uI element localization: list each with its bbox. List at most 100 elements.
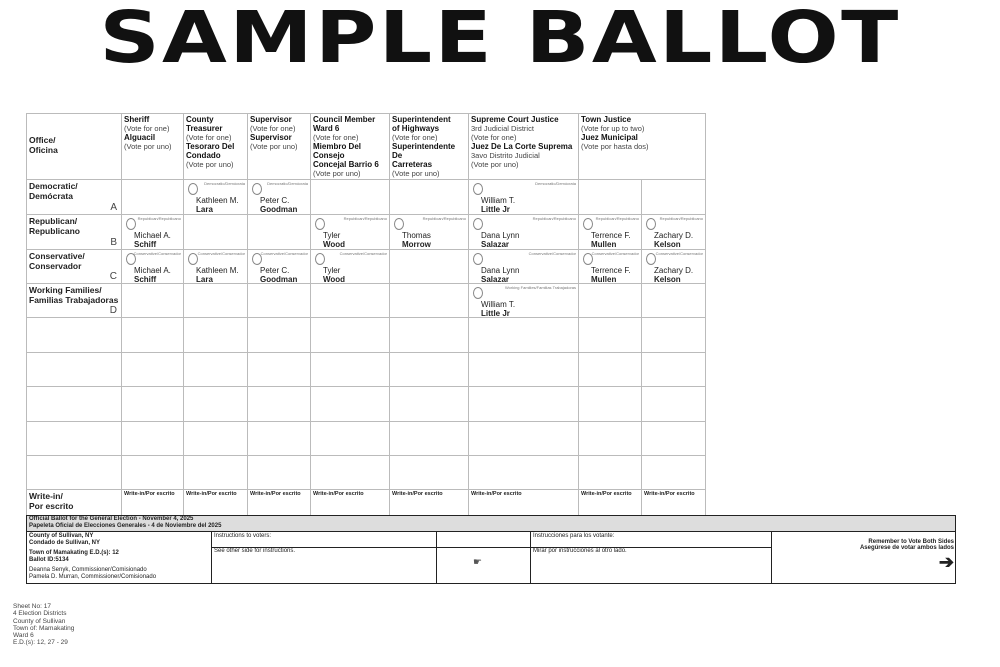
sheet-info-line: Town of: Mamakating xyxy=(13,624,75,632)
empty-cell xyxy=(183,352,248,387)
empty-cell xyxy=(389,421,469,456)
candidate-first-name: Michael A. xyxy=(134,266,171,275)
office-line: Juez De La Corte Suprema xyxy=(471,142,573,151)
vote-oval[interactable] xyxy=(646,218,656,230)
candidate-cell[interactable]: Conservative/Conservador Kathleen M. Lara xyxy=(183,249,248,284)
vote-oval[interactable] xyxy=(394,218,404,230)
candidate-last-name: Schiff xyxy=(134,240,157,249)
candidate-cell[interactable]: Republican/Republicano Zachary D. Kelson xyxy=(641,214,706,250)
empty-cell xyxy=(121,421,184,456)
commissioner-1: Deanna Senyk, Commissioner/Comisionado xyxy=(29,567,147,573)
office-line: Juez Municipal xyxy=(581,133,638,142)
vote-oval[interactable] xyxy=(126,218,136,230)
row-letter: B xyxy=(110,237,117,248)
candidate-first-name: Terrence F. xyxy=(591,231,631,240)
empty-cell xyxy=(578,386,642,422)
empty-cell xyxy=(183,214,248,250)
vote-oval[interactable] xyxy=(583,218,593,230)
empty-cell xyxy=(578,283,642,318)
vote-oval[interactable] xyxy=(252,253,262,265)
candidate-cell[interactable]: Conservative/Conservador Tyler Wood xyxy=(310,249,390,284)
candidate-first-name: William T. xyxy=(481,300,516,309)
write-in-label: Write-in/Por escrito xyxy=(581,491,632,497)
candidate-first-name: Zachary D. xyxy=(654,266,694,275)
vote-oval[interactable] xyxy=(126,253,136,265)
candidate-first-name: Peter C. xyxy=(260,196,290,205)
candidate-last-name: Little Jr xyxy=(481,309,510,318)
candidate-first-name: Dana Lynn xyxy=(481,266,520,275)
title-es: Papeleta Oficial de Elecciones Generales… xyxy=(29,523,222,529)
empty-cell xyxy=(468,317,579,353)
candidate-cell[interactable]: Republican/Republicano Thomas Morrow xyxy=(389,214,469,250)
vote-oval[interactable] xyxy=(252,183,262,195)
candidate-cell[interactable]: Republican/Republicano Michael A. Schiff xyxy=(121,214,184,250)
candidate-cell[interactable]: Working Families/Familias Trabajadoras Wi… xyxy=(468,283,579,318)
party-line-label: Republican/Republicano xyxy=(137,216,181,221)
office-line: County Treasurer xyxy=(186,115,223,133)
candidate-cell[interactable]: Conservative/Conservador Michael A. Schiff xyxy=(121,249,184,284)
vote-oval[interactable] xyxy=(646,253,656,265)
party-line-label: Working Families/Familias Trabajadoras xyxy=(504,285,576,290)
empty-cell xyxy=(468,352,579,387)
empty-cell xyxy=(121,386,184,422)
empty-cell xyxy=(468,421,579,456)
write-in-label: Write-in/Por escrito xyxy=(313,491,364,497)
empty-cell xyxy=(310,386,390,422)
office-header: Office/ Oficina xyxy=(26,113,122,180)
candidate-cell[interactable]: Conservative/Conservador Terrence F. Mulle… xyxy=(578,249,642,284)
candidate-cell[interactable]: Conservative/Conservador Peter C. Goodman xyxy=(247,249,311,284)
empty-cell xyxy=(183,455,248,490)
office-header-cell: Supreme Court Justice 3rd Judicial Distri… xyxy=(468,113,579,180)
candidate-cell[interactable]: Republican/Republicano Dana Lynn Salazar xyxy=(468,214,579,250)
vote-oval[interactable] xyxy=(188,183,198,195)
candidate-cell[interactable]: Democratic/Demócrata William T. Little Jr xyxy=(468,179,579,215)
vote-oval[interactable] xyxy=(315,253,325,265)
office-line: (Vote for one) xyxy=(313,133,359,142)
candidate-last-name: Kelson xyxy=(654,240,681,249)
candidate-last-name: Mullen xyxy=(591,275,617,284)
vote-oval[interactable] xyxy=(473,287,483,299)
empty-cell xyxy=(468,455,579,490)
write-in-label: Write-in/Por escrito xyxy=(250,491,301,497)
vote-oval[interactable] xyxy=(583,253,593,265)
empty-cell xyxy=(389,352,469,387)
instructions-es-body: Mirar por instrucciones al otro lado. xyxy=(533,548,627,554)
sheet-info-line: Ward 6 xyxy=(13,632,34,640)
party-line-label: Conservative/Conservador xyxy=(260,251,308,256)
write-in-label: Write-in/Por escrito xyxy=(186,491,237,497)
candidate-cell[interactable]: Democratic/Demócrata Peter C. Goodman xyxy=(247,179,311,215)
party-cell: Democratic/ Demócrata A xyxy=(26,179,122,215)
empty-cell xyxy=(310,317,390,353)
empty-cell xyxy=(389,455,469,490)
office-header-cell: County Treasurer (Vote for one) Tesoraro D… xyxy=(183,113,248,180)
candidate-cell[interactable]: Conservative/Conservador Dana Lynn Salazar xyxy=(468,249,579,284)
empty-cell xyxy=(310,352,390,387)
party-row: Republican/ Republicano B Republican/Repub… xyxy=(26,214,706,250)
candidate-cell[interactable]: Republican/Republicano Terrence F. Mullen xyxy=(578,214,642,250)
empty-cell xyxy=(578,455,642,490)
vote-oval[interactable] xyxy=(473,218,483,230)
empty-cell xyxy=(641,421,706,456)
candidate-cell[interactable]: Republican/Republicano Tyler Wood xyxy=(310,214,390,250)
vote-oval[interactable] xyxy=(473,183,483,195)
vote-oval[interactable] xyxy=(188,253,198,265)
office-header-cell: Town Justice (Vote for up to two) Juez Mun… xyxy=(578,113,706,180)
vote-oval[interactable] xyxy=(473,253,483,265)
hand-pointer-icon: ☛ xyxy=(473,557,482,568)
office-line: Town Justice xyxy=(581,115,632,124)
candidate-first-name: Zachary D. xyxy=(654,231,694,240)
candidate-cell[interactable]: Conservative/Conservador Zachary D. Kelson xyxy=(641,249,706,284)
party-label: Republican/ Republicano xyxy=(29,216,81,236)
party-line-label: Democratic/Demócrata xyxy=(267,181,308,186)
office-header-cell: Sheriff (Vote for one) Alguacil (Vote por u… xyxy=(121,113,184,180)
office-line: (Vote por uno) xyxy=(250,142,298,151)
empty-cell xyxy=(26,317,122,353)
candidate-last-name: Lara xyxy=(196,275,213,284)
vote-oval[interactable] xyxy=(315,218,325,230)
candidate-first-name: Kathleen M. xyxy=(196,196,239,205)
candidate-cell[interactable]: Democratic/Demócrata Kathleen M. Lara xyxy=(183,179,248,215)
ballot-footer: Official Ballot for the General Election… xyxy=(26,515,956,584)
office-line: Supervisor xyxy=(250,133,292,142)
instructions-en-heading: Instructions to voters: xyxy=(214,533,272,539)
office-line: (Vote por hasta dos) xyxy=(581,142,649,151)
